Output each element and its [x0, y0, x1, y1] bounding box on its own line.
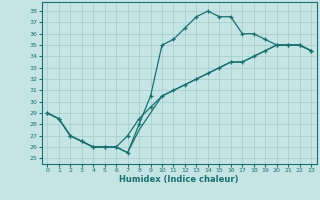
X-axis label: Humidex (Indice chaleur): Humidex (Indice chaleur) — [119, 175, 239, 184]
